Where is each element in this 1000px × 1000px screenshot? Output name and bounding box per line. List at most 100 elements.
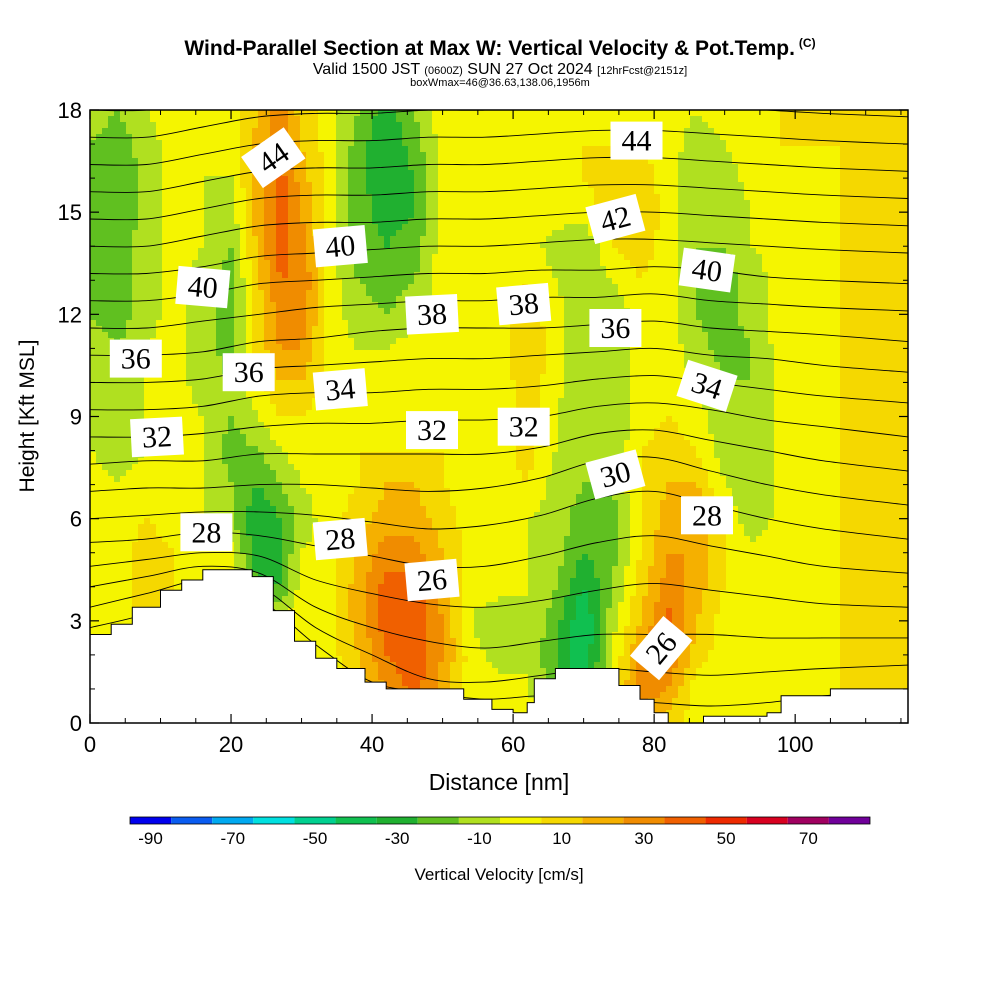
w-field-cell: [384, 110, 391, 117]
w-field-cell: [858, 260, 865, 267]
w-field-cell: [774, 266, 781, 273]
w-field-cell: [792, 290, 799, 297]
w-field-cell: [342, 116, 349, 123]
w-field-cell: [684, 320, 691, 327]
w-field-cell: [666, 266, 673, 273]
w-field-cell: [900, 296, 907, 303]
w-field-cell: [492, 194, 499, 201]
w-field-cell: [858, 128, 865, 135]
w-field-cell: [138, 194, 145, 201]
w-field-cell: [834, 290, 841, 297]
w-field-cell: [276, 182, 283, 189]
w-field-cell: [300, 182, 307, 189]
w-field-cell: [780, 122, 787, 129]
w-field-cell: [180, 164, 187, 171]
w-field-cell: [384, 158, 391, 165]
w-field-cell: [654, 116, 661, 123]
w-field-cell: [858, 158, 865, 165]
w-field-cell: [348, 296, 355, 303]
w-field-cell: [516, 212, 523, 219]
w-field-cell: [462, 266, 469, 273]
w-field-cell: [192, 326, 199, 333]
w-field-cell: [822, 146, 829, 153]
w-field-cell: [126, 164, 133, 171]
w-field-cell: [642, 194, 649, 201]
w-field-cell: [522, 194, 529, 201]
w-field-cell: [522, 176, 529, 183]
w-field-cell: [804, 314, 811, 321]
w-field-cell: [102, 314, 109, 321]
w-field-cell: [150, 248, 157, 255]
w-field-cell: [444, 206, 451, 213]
w-field-cell: [138, 266, 145, 273]
w-field-cell: [888, 254, 895, 261]
w-field-cell: [582, 254, 589, 261]
w-field-cell: [360, 266, 367, 273]
w-field-cell: [390, 194, 397, 201]
w-field-cell: [906, 194, 908, 201]
w-field-cell: [414, 116, 421, 123]
w-field-cell: [444, 236, 451, 243]
w-field-cell: [828, 218, 835, 225]
w-field-cell: [882, 254, 889, 261]
w-field-cell: [840, 308, 847, 315]
w-field-cell: [804, 188, 811, 195]
w-field-cell: [792, 278, 799, 285]
w-field-cell: [552, 206, 559, 213]
w-field-cell: [540, 254, 547, 261]
w-field-cell: [474, 308, 481, 315]
w-field-cell: [810, 206, 817, 213]
w-field-cell: [780, 134, 787, 141]
w-field-cell: [114, 290, 121, 297]
w-field-cell: [510, 278, 517, 285]
w-field-cell: [756, 266, 763, 273]
w-field-cell: [378, 128, 385, 135]
w-field-cell: [126, 206, 133, 213]
w-field-cell: [744, 254, 751, 261]
w-field-cell: [810, 248, 817, 255]
w-field-cell: [906, 128, 908, 135]
w-field-cell: [516, 266, 523, 273]
w-field-cell: [708, 194, 715, 201]
w-field-cell: [474, 182, 481, 189]
w-field-cell: [354, 326, 361, 333]
w-field-cell: [378, 206, 385, 213]
w-field-cell: [900, 260, 907, 267]
w-field-cell: [696, 128, 703, 135]
w-field-cell: [186, 254, 193, 261]
w-field-cell: [822, 290, 829, 297]
w-field-cell: [708, 140, 715, 147]
w-field-cell: [372, 296, 379, 303]
w-field-cell: [588, 272, 595, 279]
w-field-cell: [810, 224, 817, 231]
w-field-cell: [864, 218, 871, 225]
w-field-cell: [474, 146, 481, 153]
w-field-cell: [474, 302, 481, 309]
w-field-cell: [732, 242, 739, 249]
w-field-cell: [150, 212, 157, 219]
w-field-cell: [492, 272, 499, 279]
w-field-cell: [816, 176, 823, 183]
w-field-cell: [654, 158, 661, 165]
w-field-cell: [540, 266, 547, 273]
w-field-cell: [576, 206, 583, 213]
w-field-cell: [126, 278, 133, 285]
w-field-cell: [222, 230, 229, 237]
w-field-cell: [156, 176, 163, 183]
w-field-cell: [102, 284, 109, 291]
w-field-cell: [324, 152, 331, 159]
w-field-cell: [144, 212, 151, 219]
w-field-cell: [420, 260, 427, 267]
w-field-cell: [174, 212, 181, 219]
w-field-cell: [852, 260, 859, 267]
w-field-cell: [630, 260, 637, 267]
w-field-cell: [600, 242, 607, 249]
w-field-cell: [138, 230, 145, 237]
w-field-cell: [792, 296, 799, 303]
w-field-cell: [774, 242, 781, 249]
w-field-cell: [252, 272, 259, 279]
w-field-cell: [444, 176, 451, 183]
w-field-cell: [774, 140, 781, 147]
w-field-cell: [120, 236, 127, 243]
w-field-cell: [480, 182, 487, 189]
